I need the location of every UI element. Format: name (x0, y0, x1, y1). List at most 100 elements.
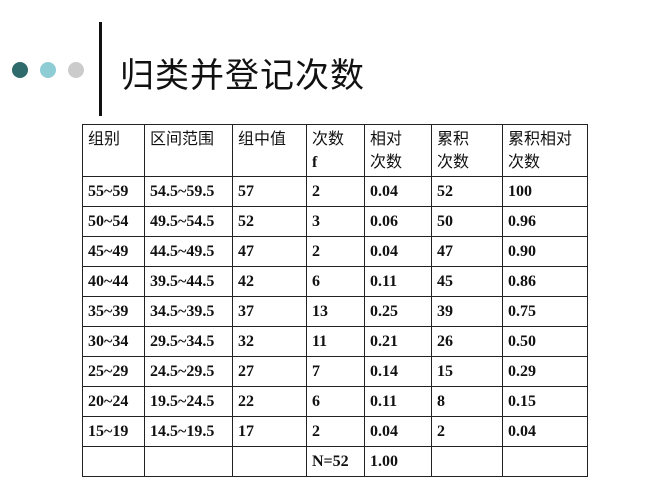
table-cell: 6 (306, 386, 365, 417)
table-cell: 29.5~34.5 (144, 326, 233, 357)
table-cell: 0.04 (364, 176, 432, 207)
table-cell: 15~19 (82, 416, 145, 447)
table-cell: 30~34 (82, 326, 145, 357)
column-header: 组别 (82, 124, 145, 177)
table-cell: 2 (431, 416, 503, 447)
header-label: f (312, 154, 318, 171)
table-cell: 2 (306, 236, 365, 267)
table-cell (431, 446, 503, 477)
page-title: 归类并登记次数 (120, 56, 365, 96)
table-cell: 49.5~54.5 (144, 206, 233, 237)
table-row: 20~24 19.5~24.5 22 6 0.11 8 0.15 (82, 386, 588, 417)
table-cell: 2 (306, 176, 365, 207)
table-cell (82, 446, 145, 477)
table-cell: 0.15 (502, 386, 588, 417)
table-cell: 11 (306, 326, 365, 357)
column-header: 相对 次数 (364, 124, 432, 177)
column-header: 组中值 (232, 124, 307, 177)
table-cell (144, 446, 233, 477)
table-cell: 19.5~24.5 (144, 386, 233, 417)
table-cell: 47 (431, 236, 503, 267)
table-cell: 40~44 (82, 266, 145, 297)
table-cell (502, 446, 588, 477)
table-row: 15~19 14.5~19.5 17 2 0.04 2 0.04 (82, 416, 588, 447)
table-cell: 39 (431, 296, 503, 327)
table-cell: 55~59 (82, 176, 145, 207)
table-cell: 0.11 (364, 266, 432, 297)
header-label: 次数 (370, 152, 403, 171)
table-cell: 20~24 (82, 386, 145, 417)
table-cell: 32 (232, 326, 307, 357)
table-cell: 27 (232, 356, 307, 387)
frequency-table: 组别 区间范围 组中值 次数 f 相对 次数 累积 次数 累积相对 次数 55~59 54.5~59.… (82, 124, 588, 477)
header-label: 相对 (370, 129, 403, 148)
header-label: 次数 (437, 152, 470, 171)
header-label: 累积相对 (508, 129, 573, 148)
table-cell: 13 (306, 296, 365, 327)
table-cell: 24.5~29.5 (144, 356, 233, 387)
table-cell: N=52 (306, 446, 365, 477)
table-cell: 35~39 (82, 296, 145, 327)
table-cell: 0.21 (364, 326, 432, 357)
table-cell: 26 (431, 326, 503, 357)
table-cell: 15 (431, 356, 503, 387)
table-cell: 0.06 (364, 206, 432, 237)
table-cell: 2 (306, 416, 365, 447)
table-cell: 0.11 (364, 386, 432, 417)
header-label: 组别 (88, 129, 121, 148)
table-cell: 0.04 (364, 236, 432, 267)
table-cell: 0.75 (502, 296, 588, 327)
table-row: 50~54 49.5~54.5 52 3 0.06 50 0.96 (82, 206, 588, 237)
table-cell: 8 (431, 386, 503, 417)
bullet-dot-1 (12, 62, 28, 78)
table-cell (232, 446, 307, 477)
table-cell: 50~54 (82, 206, 145, 237)
header-label: 组中值 (238, 129, 287, 148)
table-cell: 37 (232, 296, 307, 327)
column-header: 累积 次数 (431, 124, 503, 177)
column-header: 次数 f (306, 124, 365, 177)
table-cell: 0.14 (364, 356, 432, 387)
table-row: 55~59 54.5~59.5 57 2 0.04 52 100 (82, 176, 588, 207)
table-cell: 0.90 (502, 236, 588, 267)
table-cell: 44.5~49.5 (144, 236, 233, 267)
table-cell: 22 (232, 386, 307, 417)
table-cell: 1.00 (364, 446, 432, 477)
table-cell: 0.96 (502, 206, 588, 237)
table-header-row: 组别 区间范围 组中值 次数 f 相对 次数 累积 次数 累积相对 次数 (82, 124, 588, 177)
table-cell: 52 (431, 176, 503, 207)
table-row: 30~34 29.5~34.5 32 11 0.21 26 0.50 (82, 326, 588, 357)
table-cell: 17 (232, 416, 307, 447)
table-row: 25~29 24.5~29.5 27 7 0.14 15 0.29 (82, 356, 588, 387)
header-label: 次数 (312, 129, 345, 148)
table-cell: 50 (431, 206, 503, 237)
table-cell: 0.04 (502, 416, 588, 447)
table-cell: 0.86 (502, 266, 588, 297)
table-row: 35~39 34.5~39.5 37 13 0.25 39 0.75 (82, 296, 588, 327)
table-cell: 3 (306, 206, 365, 237)
table-cell: 54.5~59.5 (144, 176, 233, 207)
table-cell: 6 (306, 266, 365, 297)
table-cell: 0.29 (502, 356, 588, 387)
bullet-dot-3 (68, 62, 84, 78)
table-row: N=52 1.00 (82, 446, 588, 477)
header-label: 次数 (508, 152, 541, 171)
table-cell: 42 (232, 266, 307, 297)
table-cell: 25~29 (82, 356, 145, 387)
bullet-dot-2 (40, 62, 56, 78)
table-cell: 39.5~44.5 (144, 266, 233, 297)
table-cell: 57 (232, 176, 307, 207)
table-cell: 0.04 (364, 416, 432, 447)
table-cell: 52 (232, 206, 307, 237)
table-cell: 45 (431, 266, 503, 297)
table-cell: 100 (502, 176, 588, 207)
column-header: 累积相对 次数 (502, 124, 588, 177)
table-cell: 45~49 (82, 236, 145, 267)
table-row: 45~49 44.5~49.5 47 2 0.04 47 0.90 (82, 236, 588, 267)
table-cell: 34.5~39.5 (144, 296, 233, 327)
table-row: 40~44 39.5~44.5 42 6 0.11 45 0.86 (82, 266, 588, 297)
table-cell: 7 (306, 356, 365, 387)
title-divider (99, 22, 102, 116)
table-cell: 14.5~19.5 (144, 416, 233, 447)
column-header: 区间范围 (144, 124, 233, 177)
